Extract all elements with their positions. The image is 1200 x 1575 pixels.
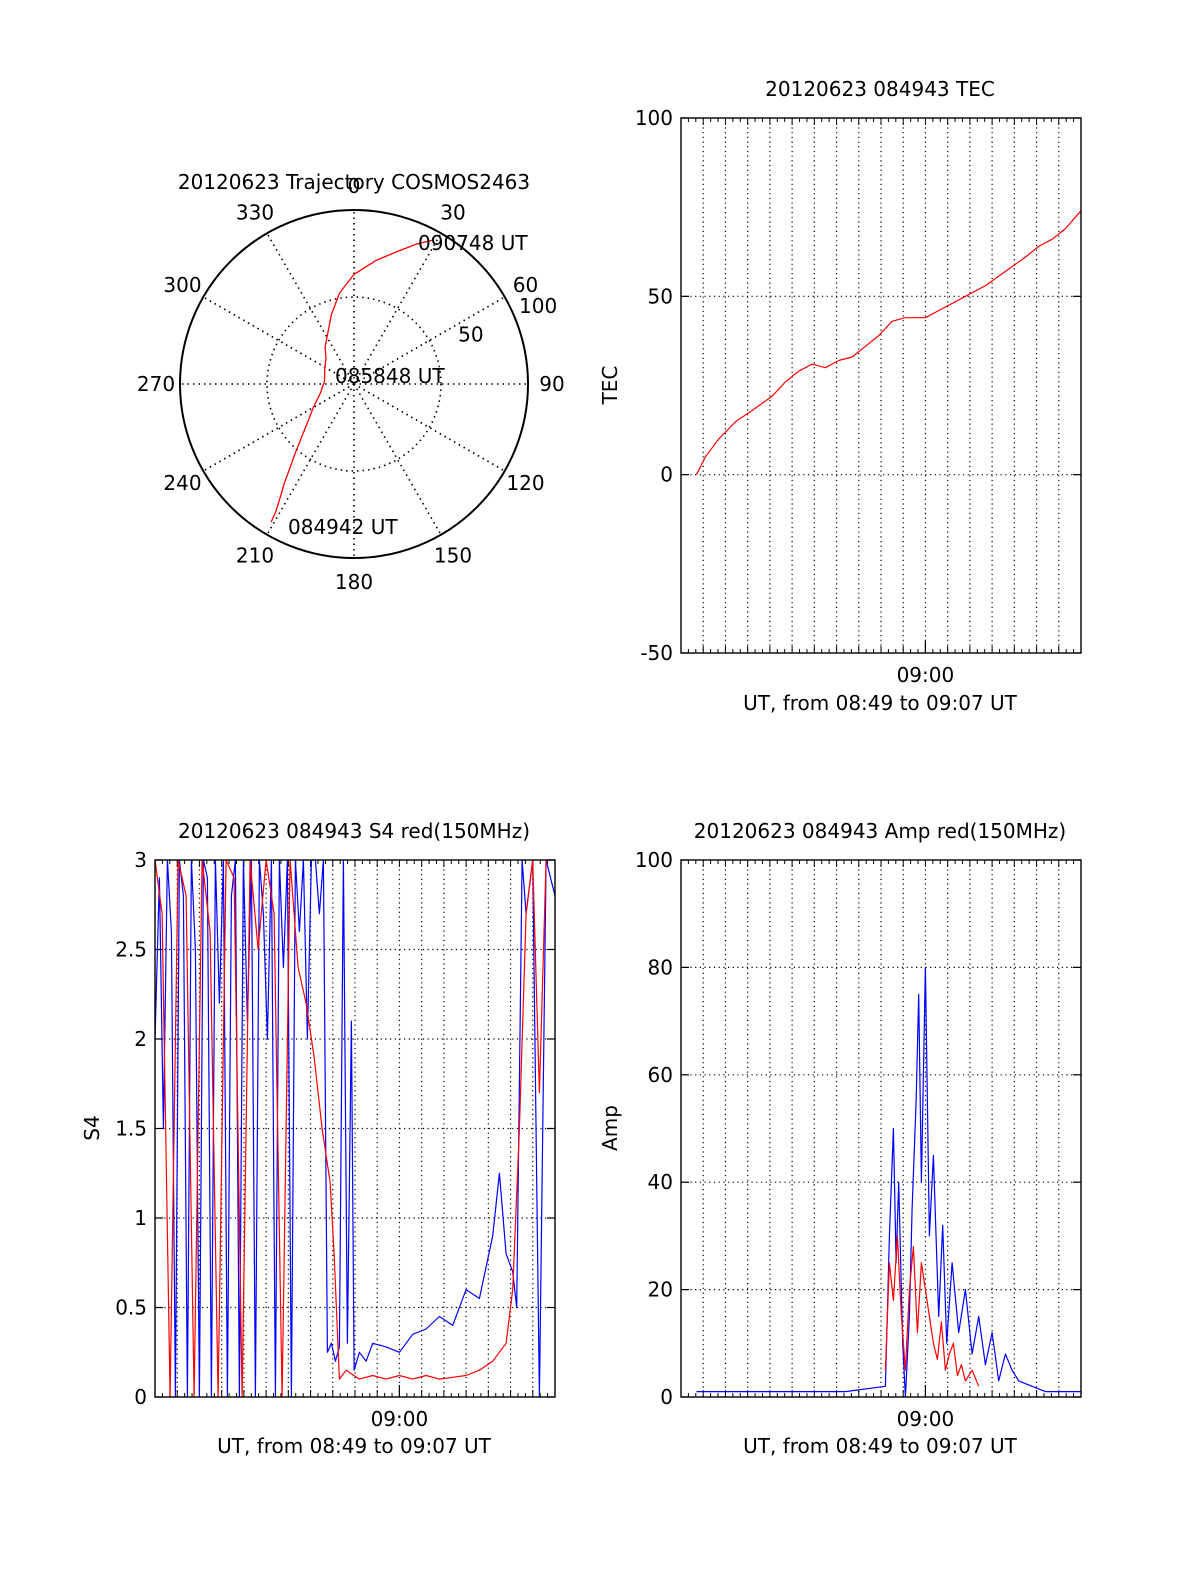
y-tick-label: 0	[660, 1385, 673, 1409]
polar-grid-spoke	[353, 232, 442, 385]
y-tick-label: 1.5	[115, 1117, 147, 1141]
s4-title: 20120623 084943 S4 red(150MHz)	[178, 819, 530, 843]
amp-title: 20120623 084943 Amp red(150MHz)	[694, 819, 1066, 843]
s4-series-line	[154, 859, 555, 1398]
azimuth-tick-label: 150	[434, 543, 472, 567]
tec-ylabel: TEC	[598, 366, 622, 406]
trajectory-time-annotation: 085848 UT	[335, 364, 445, 388]
y-tick-label: 100	[635, 848, 673, 872]
y-tick-label: 0	[134, 1385, 147, 1409]
tec-xlabel: UT, from 08:49 to 09:07 UT	[743, 691, 1018, 715]
azimuth-tick-label: 0	[348, 174, 361, 198]
azimuth-tick-label: 30	[440, 201, 465, 225]
polar-outer-circle	[179, 209, 529, 559]
s4-xlabel: UT, from 08:49 to 09:07 UT	[217, 1434, 492, 1458]
x-tick-label: 09:00	[897, 663, 955, 687]
y-tick-label: 1	[134, 1206, 147, 1230]
polar-grid-spoke	[266, 383, 355, 536]
plot-frame	[154, 859, 556, 1398]
y-tick-label: -50	[640, 641, 673, 665]
y-tick-label: 20	[648, 1278, 673, 1302]
amp-chart: 20120623 084943 Amp red(150MHz) UT, from…	[598, 819, 1082, 1458]
tec-chart: 20120623 084943 TEC UT, from 08:49 to 09…	[598, 77, 1082, 715]
y-tick-label: 50	[648, 284, 673, 308]
radial-tick-label: 100	[519, 294, 557, 318]
azimuth-tick-label: 210	[236, 543, 274, 567]
y-tick-label: 80	[648, 955, 673, 979]
x-tick-label: 09:00	[371, 1407, 429, 1431]
polar-grid-spoke	[266, 232, 355, 385]
polar-grid-spoke	[202, 383, 355, 472]
tec-title: 20120623 084943 TEC	[765, 77, 995, 101]
radial-tick-label: 50	[458, 322, 483, 346]
amp-series-line	[696, 966, 1081, 1398]
trajectory-time-annotation: 090748 UT	[418, 231, 528, 255]
plot-frame	[680, 859, 1082, 1398]
trajectory-title: 20120623 Trajectory COSMOS2463	[178, 170, 530, 194]
azimuth-tick-label: 90	[539, 372, 564, 396]
polar-grid-spoke	[353, 296, 506, 385]
tec-series-line	[695, 210, 1082, 475]
polar-grid-spoke	[353, 383, 442, 536]
trajectory-chart: 20120623 Trajectory COSMOS2463 0 30 60 90 12…	[137, 170, 565, 594]
y-tick-label: 2	[134, 1027, 147, 1051]
azimuth-tick-label: 240	[163, 471, 201, 495]
amp-ylabel: Amp	[598, 1105, 622, 1151]
y-tick-label: 100	[635, 106, 673, 130]
amp-series-line	[884, 1235, 980, 1387]
azimuth-tick-label: 330	[236, 201, 274, 225]
y-tick-label: 2.5	[115, 938, 147, 962]
azimuth-tick-label: 270	[137, 372, 175, 396]
azimuth-tick-label: 300	[163, 273, 201, 297]
azimuth-tick-label: 180	[335, 570, 373, 594]
y-tick-label: 3	[134, 848, 147, 872]
s4-ylabel: S4	[80, 1115, 104, 1140]
s4-chart: 20120623 084943 S4 red(150MHz) UT, from …	[80, 819, 556, 1458]
x-tick-label: 09:00	[897, 1407, 955, 1431]
trajectory-time-annotation: 084942 UT	[288, 515, 398, 539]
y-tick-label: 0	[660, 463, 673, 487]
trajectory-line	[270, 239, 433, 523]
azimuth-tick-label: 60	[513, 273, 538, 297]
y-tick-label: 40	[648, 1170, 673, 1194]
y-tick-label: 60	[648, 1063, 673, 1087]
azimuth-tick-label: 120	[506, 471, 544, 495]
polar-grid-ring	[266, 296, 442, 472]
amp-xlabel: UT, from 08:49 to 09:07 UT	[743, 1434, 1018, 1458]
polar-grid-spoke	[202, 296, 355, 385]
y-tick-label: 0.5	[115, 1296, 147, 1320]
polar-grid-spoke	[353, 383, 506, 472]
plot-frame	[680, 117, 1082, 654]
